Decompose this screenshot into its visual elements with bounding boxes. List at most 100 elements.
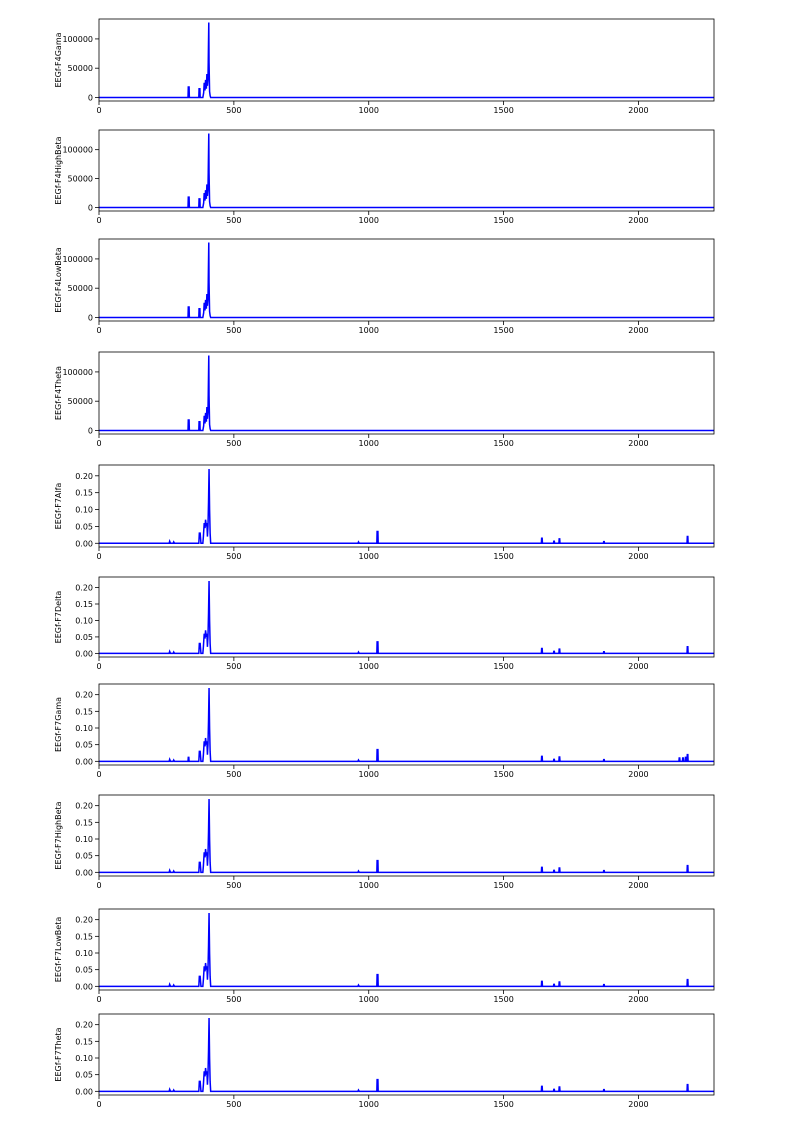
y-tick-label: 0.00	[75, 982, 93, 991]
x-tick-label: 1000	[359, 770, 379, 779]
x-tick-label: 0	[96, 1100, 101, 1109]
y-tick-label: 0	[88, 313, 93, 322]
y-axis-label: EEGf-F4Gama	[54, 32, 63, 87]
y-tick-label: 100000	[62, 35, 93, 44]
y-tick-label: 0.10	[75, 1054, 93, 1063]
y-tick-label: 0	[88, 426, 93, 435]
y-tick-label: 0.20	[75, 916, 93, 925]
x-tick-label: 0	[96, 995, 101, 1004]
x-tick-label: 1000	[359, 995, 379, 1004]
y-tick-label: 50000	[68, 64, 93, 73]
x-tick-label: 0	[96, 662, 101, 671]
chart-panel: 0 500 1000 1500 2000 0.00 0.05 0.10 0.15 0.20 EEGf…	[54, 909, 714, 1004]
x-tick-label: 1000	[359, 326, 379, 335]
x-tick-label: 0	[96, 552, 101, 561]
y-tick-label: 100000	[62, 368, 93, 377]
axes-frame	[99, 239, 714, 321]
series-line	[99, 913, 714, 986]
axes-frame	[99, 352, 714, 434]
y-tick-label: 0.00	[75, 1087, 93, 1096]
series-line	[99, 23, 714, 98]
x-tick-label: 500	[226, 662, 241, 671]
y-tick-label: 0.00	[75, 649, 93, 658]
y-tick-label: 0.20	[75, 584, 93, 593]
y-tick-label: 0.15	[75, 932, 93, 941]
y-tick-label: 0.20	[75, 1021, 93, 1030]
axes-frame	[99, 795, 714, 876]
x-tick-label: 2000	[628, 1100, 648, 1109]
axes-frame	[99, 684, 714, 765]
x-tick-label: 500	[226, 106, 241, 115]
x-tick-label: 2000	[628, 881, 648, 890]
y-tick-label: 0.05	[75, 522, 93, 531]
x-tick-label: 2000	[628, 552, 648, 561]
y-axis-label: EEGf-F4HighBeta	[54, 136, 63, 204]
chart-panel: 0 500 1000 1500 2000 0.00 0.05 0.10 0.15 0.20 EEGf…	[54, 684, 714, 779]
y-tick-label: 100000	[62, 255, 93, 264]
x-tick-label: 1500	[493, 662, 513, 671]
x-tick-label: 2000	[628, 106, 648, 115]
chart-panel: 0 500 1000 1500 2000 0.00 0.05 0.10 0.15 0.20 EEGf…	[54, 465, 714, 561]
axes-frame	[99, 909, 714, 990]
x-tick-label: 0	[96, 881, 101, 890]
axes-frame	[99, 577, 714, 657]
y-tick-label: 0.10	[75, 506, 93, 515]
y-tick-label: 0.15	[75, 707, 93, 716]
x-tick-label: 1500	[493, 439, 513, 448]
y-axis-label: EEGf-F7Delta	[54, 591, 63, 644]
x-tick-label: 1000	[359, 439, 379, 448]
y-tick-label: 0.10	[75, 724, 93, 733]
y-tick-label: 0.05	[75, 966, 93, 975]
y-axis-label: EEGf-F7Alfa	[54, 483, 63, 530]
x-tick-label: 1500	[493, 552, 513, 561]
x-tick-label: 0	[96, 439, 101, 448]
y-tick-label: 0.00	[75, 868, 93, 877]
x-tick-label: 1000	[359, 552, 379, 561]
series-line	[99, 1018, 714, 1091]
y-tick-label: 0.15	[75, 489, 93, 498]
y-tick-label: 0.05	[75, 1071, 93, 1080]
chart-panel: 0 500 1000 1500 2000 0.00 0.05 0.10 0.15 0.20 EEGf…	[54, 1014, 714, 1109]
y-axis-label: EEGf-F4LowBeta	[54, 247, 63, 313]
x-tick-label: 500	[226, 552, 241, 561]
x-tick-label: 1000	[359, 106, 379, 115]
y-tick-label: 0.15	[75, 600, 93, 609]
y-tick-label: 0.05	[75, 741, 93, 750]
x-tick-label: 1500	[493, 326, 513, 335]
y-tick-label: 0.00	[75, 539, 93, 548]
chart-panel: 0 500 1000 1500 2000 0.00 0.05 0.10 0.15 0.20 EEGf…	[54, 577, 714, 671]
x-tick-label: 0	[96, 326, 101, 335]
x-tick-label: 500	[226, 216, 241, 225]
y-tick-label: 0.10	[75, 616, 93, 625]
x-tick-label: 500	[226, 326, 241, 335]
y-tick-label: 0.10	[75, 949, 93, 958]
y-tick-label: 0.05	[75, 852, 93, 861]
y-tick-label: 0	[88, 93, 93, 102]
series-line	[99, 799, 714, 872]
axes-frame	[99, 19, 714, 101]
axes-frame	[99, 1014, 714, 1095]
y-tick-label: 0	[88, 204, 93, 213]
y-axis-label: EEGf-F7Theta	[54, 1027, 63, 1081]
x-tick-label: 0	[96, 106, 101, 115]
axes-frame	[99, 465, 714, 547]
x-tick-label: 500	[226, 995, 241, 1004]
chart-panel: 0 500 1000 1500 2000 0.00 0.05 0.10 0.15 0.20 EEGf…	[54, 795, 714, 890]
x-tick-label: 2000	[628, 662, 648, 671]
y-tick-label: 50000	[68, 284, 93, 293]
y-tick-label: 0.15	[75, 1037, 93, 1046]
x-tick-label: 1000	[359, 216, 379, 225]
x-tick-label: 1000	[359, 881, 379, 890]
x-tick-label: 0	[96, 216, 101, 225]
y-tick-label: 0.00	[75, 757, 93, 766]
series-line	[99, 133, 714, 207]
x-tick-label: 1500	[493, 106, 513, 115]
y-tick-label: 0.10	[75, 835, 93, 844]
y-axis-label: EEGf-F4Theta	[54, 366, 63, 420]
x-tick-label: 1500	[493, 770, 513, 779]
x-tick-label: 2000	[628, 439, 648, 448]
x-tick-label: 1500	[493, 1100, 513, 1109]
y-tick-label: 0.20	[75, 802, 93, 811]
x-tick-label: 1000	[359, 1100, 379, 1109]
